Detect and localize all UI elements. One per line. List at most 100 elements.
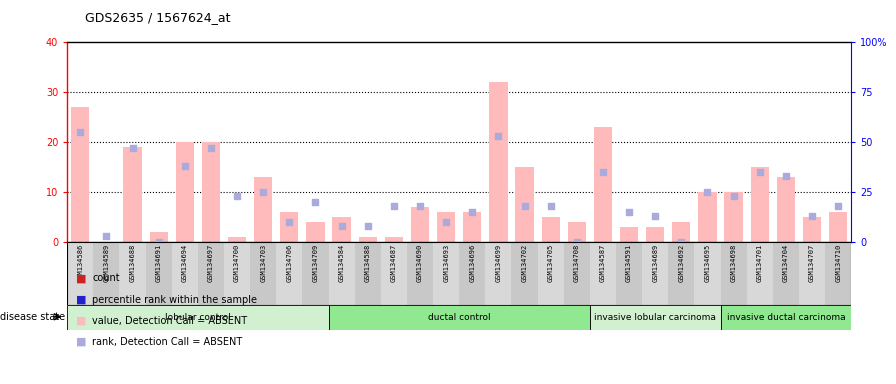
Point	[360, 223, 375, 229]
Text: value, Detection Call = ABSENT: value, Detection Call = ABSENT	[92, 316, 247, 326]
Bar	[302, 242, 329, 305]
Bar	[590, 242, 616, 305]
Point	[125, 145, 140, 151]
Bar	[332, 217, 350, 242]
Bar	[720, 242, 746, 305]
Bar	[694, 242, 720, 305]
Text: GSM134688: GSM134688	[130, 244, 135, 282]
Bar	[459, 242, 486, 305]
Bar	[646, 227, 664, 242]
Bar	[124, 147, 142, 242]
Text: GSM134584: GSM134584	[339, 244, 345, 282]
Point	[596, 169, 610, 175]
Bar	[202, 142, 220, 242]
Bar	[198, 242, 224, 305]
Text: GSM134693: GSM134693	[444, 244, 449, 282]
Bar	[746, 242, 772, 305]
Bar	[616, 242, 642, 305]
Point	[674, 239, 688, 245]
Bar	[725, 192, 743, 242]
Bar	[594, 127, 612, 242]
Text: invasive ductal carcinoma: invasive ductal carcinoma	[727, 313, 845, 322]
Point	[282, 219, 297, 225]
Point	[230, 193, 245, 199]
Bar	[463, 212, 481, 242]
Bar	[486, 242, 512, 305]
Point	[831, 203, 845, 209]
Bar	[672, 222, 691, 242]
Bar	[224, 242, 250, 305]
Text: GSM134695: GSM134695	[704, 244, 711, 282]
Point	[203, 145, 218, 151]
Text: GSM134709: GSM134709	[313, 244, 318, 282]
Bar	[384, 237, 403, 242]
Text: count: count	[92, 273, 120, 283]
Bar	[280, 212, 298, 242]
Bar	[250, 242, 276, 305]
Text: GSM134703: GSM134703	[260, 244, 266, 282]
Text: ductal control: ductal control	[428, 313, 490, 322]
Bar	[489, 82, 507, 242]
Text: percentile rank within the sample: percentile rank within the sample	[92, 295, 257, 305]
Point	[753, 169, 767, 175]
Text: GSM134698: GSM134698	[730, 244, 737, 282]
Bar	[93, 242, 119, 305]
Text: disease state: disease state	[0, 312, 65, 322]
Point	[570, 239, 584, 245]
Text: GSM134700: GSM134700	[234, 244, 240, 282]
Bar	[254, 177, 272, 242]
Bar	[777, 177, 795, 242]
Bar	[71, 107, 90, 242]
Bar	[512, 242, 538, 305]
Bar	[720, 305, 851, 330]
Bar	[355, 242, 381, 305]
Point	[805, 213, 819, 219]
Bar	[228, 237, 246, 242]
Bar	[590, 305, 720, 330]
Bar	[642, 242, 668, 305]
Text: GSM134687: GSM134687	[391, 244, 397, 282]
Text: GSM134588: GSM134588	[365, 244, 371, 282]
Bar	[538, 242, 564, 305]
Bar	[698, 192, 717, 242]
Point	[544, 203, 558, 209]
Text: GSM134586: GSM134586	[77, 244, 83, 282]
Text: GSM134699: GSM134699	[495, 244, 502, 282]
Point	[517, 203, 531, 209]
Bar	[329, 305, 590, 330]
Bar	[407, 242, 433, 305]
Point	[465, 209, 479, 215]
Text: GSM134705: GSM134705	[547, 244, 554, 282]
Bar	[411, 207, 429, 242]
Text: invasive lobular carcinoma: invasive lobular carcinoma	[594, 313, 716, 322]
Bar	[67, 305, 329, 330]
Bar	[176, 142, 194, 242]
Point	[99, 233, 114, 239]
Bar	[437, 212, 455, 242]
Text: GSM134690: GSM134690	[417, 244, 423, 282]
Point	[648, 213, 662, 219]
Bar	[172, 242, 198, 305]
Bar	[803, 217, 821, 242]
Text: ■: ■	[76, 273, 87, 283]
Text: GSM134696: GSM134696	[470, 244, 475, 282]
Text: lobular control: lobular control	[165, 313, 231, 322]
Text: GSM134707: GSM134707	[809, 244, 815, 282]
Point	[491, 133, 505, 139]
Bar	[119, 242, 145, 305]
Text: GSM134697: GSM134697	[208, 244, 214, 282]
Bar	[150, 232, 168, 242]
Text: GSM134587: GSM134587	[600, 244, 606, 282]
Bar	[67, 242, 93, 305]
Bar	[276, 242, 302, 305]
Bar	[772, 242, 799, 305]
Bar	[306, 222, 324, 242]
Point	[622, 209, 636, 215]
Text: GSM134589: GSM134589	[103, 244, 109, 282]
Bar	[381, 242, 407, 305]
Point	[177, 163, 192, 169]
Bar	[829, 212, 848, 242]
Point	[439, 219, 453, 225]
Point	[151, 239, 166, 245]
Text: GSM134694: GSM134694	[182, 244, 188, 282]
